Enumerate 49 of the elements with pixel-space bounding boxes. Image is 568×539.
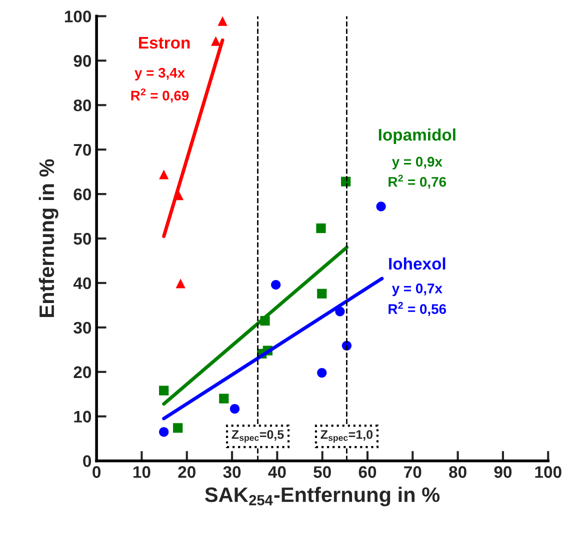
y-tick-label: 100	[64, 10, 92, 22]
x-tick-label: 20	[178, 466, 196, 478]
y-tick-label: 40	[73, 277, 92, 290]
annotation: y = 0,7x	[392, 284, 442, 296]
x-tick-label: 80	[449, 466, 466, 478]
y-tick-label: 20	[74, 366, 92, 378]
point	[317, 368, 327, 378]
point	[219, 394, 229, 404]
x-tick-label: 60	[358, 466, 376, 478]
annotation: R$^{2}$ = 0,76	[388, 174, 446, 189]
y-axis-title: Entfernung in %	[38, 159, 58, 317]
annotation: y = 3,4x	[134, 68, 185, 80]
y-tick-label: 70	[74, 144, 92, 156]
x-tick-label: 30	[223, 466, 241, 478]
point	[159, 170, 169, 180]
x-tick-label: 100	[535, 466, 562, 478]
annotation: Z$_{spec}$=1,0	[320, 430, 373, 443]
point	[173, 423, 183, 433]
series-label: Estron	[139, 37, 190, 49]
y-tick-label: 10	[74, 410, 92, 423]
annotation: Z$_{spec}$=0,5	[232, 430, 284, 443]
annotation: R$^{2}$ = 0,56	[388, 302, 446, 316]
point	[316, 223, 326, 234]
y-tick-label: 50	[74, 232, 92, 245]
point	[176, 278, 186, 288]
point	[159, 427, 169, 437]
point	[230, 404, 240, 414]
point	[271, 280, 281, 290]
point	[159, 386, 169, 396]
point	[218, 16, 228, 26]
point	[317, 288, 327, 298]
y-tick-label: 90	[74, 55, 92, 67]
x-tick-label: 10	[133, 466, 150, 478]
text: Iopamidol	[378, 128, 456, 144]
x-tick-label: 50	[314, 466, 331, 478]
annotation: y = 0,9x	[392, 156, 442, 170]
x-tick-label: 40	[268, 466, 286, 478]
x-tick-label: 90	[494, 466, 512, 478]
text: Iohexol	[389, 257, 446, 270]
point	[210, 36, 221, 46]
x-tick-label: 0	[92, 466, 101, 478]
y-tick-label: 30	[74, 322, 92, 334]
y-tick-label: 0	[83, 455, 92, 468]
annotation: R$^{2}$ = 0,69	[131, 88, 189, 103]
point	[376, 202, 386, 212]
x-tick-label: 70	[404, 466, 422, 478]
y-tick-label: 80	[74, 100, 92, 112]
y-tick-label: 60	[74, 188, 92, 200]
x-axis-title: SAK$_{254}$-Entfernung in %	[205, 486, 440, 506]
